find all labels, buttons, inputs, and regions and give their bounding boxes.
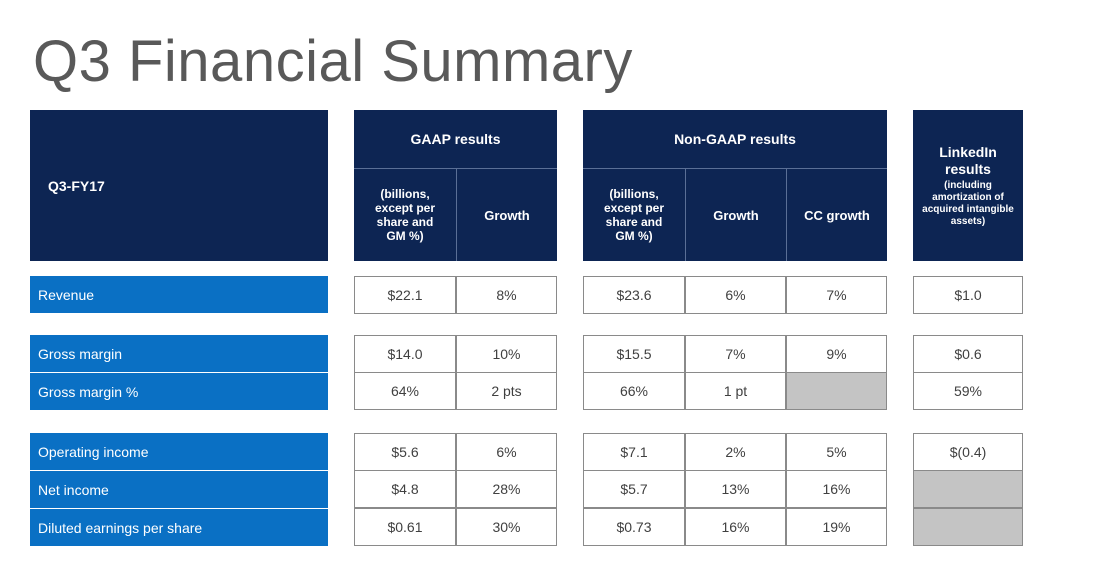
gaap-growth-cell: 28% [456, 470, 557, 508]
nongaap-growth-cell: 1 pt [685, 372, 786, 410]
nongaap-growth-cell: 6% [685, 276, 786, 314]
row-label: Revenue [30, 276, 328, 313]
linkedin-header: LinkedIn results (including amortization… [913, 110, 1023, 261]
nongaap-amount-header: (billions, except per share and GM %) [583, 168, 685, 261]
nongaap-growth-cell: 7% [685, 335, 786, 373]
nongaap-growth-cell: 16% [685, 508, 786, 546]
gaap-header-title: GAAP results [354, 110, 557, 168]
period-header: Q3-FY17 [30, 110, 328, 261]
gaap-value-cell: $22.1 [354, 276, 456, 314]
linkedin-header-title: LinkedIn results [939, 143, 997, 177]
nongaap-cc-growth-cell: 5% [786, 433, 887, 471]
nongaap-cc-growth-cell: 7% [786, 276, 887, 314]
linkedin-value-cell: $(0.4) [913, 433, 1023, 471]
nongaap-growth-header: Growth [685, 168, 786, 261]
row-label: Gross margin [30, 335, 328, 372]
linkedin-value-cell: 59% [913, 372, 1023, 410]
gaap-value-cell: $0.61 [354, 508, 456, 546]
empty-cell [913, 470, 1023, 508]
gaap-growth-header: Growth [456, 168, 557, 261]
nongaap-header-title: Non-GAAP results [583, 110, 887, 168]
nongaap-value-cell: $15.5 [583, 335, 685, 373]
nongaap-value-cell: $0.73 [583, 508, 685, 546]
nongaap-value-cell: $7.1 [583, 433, 685, 471]
gaap-growth-cell: 10% [456, 335, 557, 373]
nongaap-cc-growth-header: CC growth [786, 168, 887, 261]
linkedin-value-cell: $1.0 [913, 276, 1023, 314]
page-title: Q3 Financial Summary [33, 29, 633, 94]
gaap-growth-cell: 8% [456, 276, 557, 314]
empty-cell [786, 372, 887, 410]
gaap-value-cell: $5.6 [354, 433, 456, 471]
nongaap-cc-growth-cell: 16% [786, 470, 887, 508]
linkedin-value-cell: $0.6 [913, 335, 1023, 373]
row-label: Gross margin % [30, 373, 328, 410]
nongaap-cc-growth-cell: 9% [786, 335, 887, 373]
row-label: Operating income [30, 433, 328, 470]
gaap-amount-header: (billions, except per share and GM %) [354, 168, 456, 261]
nongaap-value-cell: $5.7 [583, 470, 685, 508]
gaap-growth-cell: 2 pts [456, 372, 557, 410]
gaap-value-cell: $4.8 [354, 470, 456, 508]
gaap-value-cell: 64% [354, 372, 456, 410]
empty-cell [913, 508, 1023, 546]
gaap-value-cell: $14.0 [354, 335, 456, 373]
gaap-growth-cell: 30% [456, 508, 557, 546]
nongaap-growth-cell: 2% [685, 433, 786, 471]
linkedin-header-note: (including amortization of acquired inta… [922, 179, 1014, 227]
nongaap-value-cell: $23.6 [583, 276, 685, 314]
nongaap-growth-cell: 13% [685, 470, 786, 508]
nongaap-value-cell: 66% [583, 372, 685, 410]
nongaap-cc-growth-cell: 19% [786, 508, 887, 546]
row-label: Net income [30, 471, 328, 508]
row-label: Diluted earnings per share [30, 509, 328, 546]
gaap-growth-cell: 6% [456, 433, 557, 471]
